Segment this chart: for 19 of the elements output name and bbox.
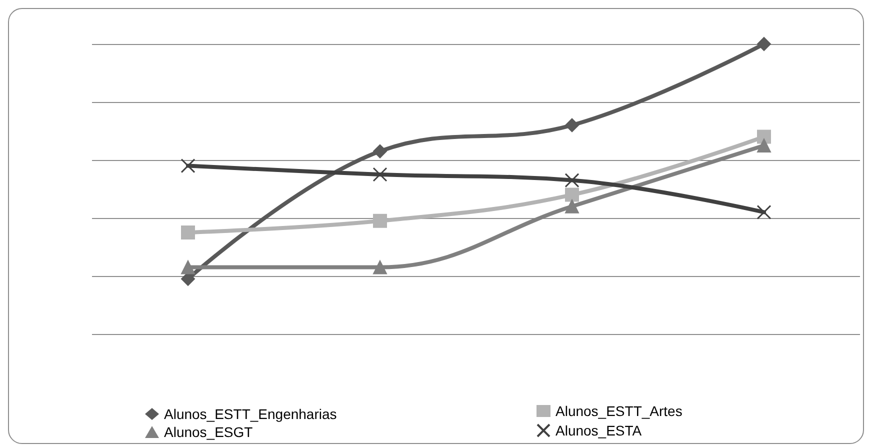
- point: [181, 260, 195, 274]
- legend-label: Alunos_ESGT: [164, 424, 254, 440]
- point: [373, 144, 387, 158]
- legend-label: Alunos_ESTA: [556, 422, 642, 438]
- point: [180, 158, 196, 174]
- legend-label: Alunos_ESTT_Engenharias: [164, 406, 337, 422]
- point: [181, 226, 195, 240]
- point: [757, 37, 771, 51]
- point: [565, 188, 579, 202]
- point: [564, 173, 580, 188]
- point: [372, 167, 388, 182]
- point: [565, 118, 579, 132]
- point: [756, 204, 772, 220]
- point: [373, 260, 387, 274]
- point: [565, 199, 579, 214]
- point: [373, 214, 387, 228]
- point: [757, 130, 771, 144]
- point: [757, 138, 771, 152]
- legend-label: Alunos_ESTT_Artes: [556, 403, 682, 419]
